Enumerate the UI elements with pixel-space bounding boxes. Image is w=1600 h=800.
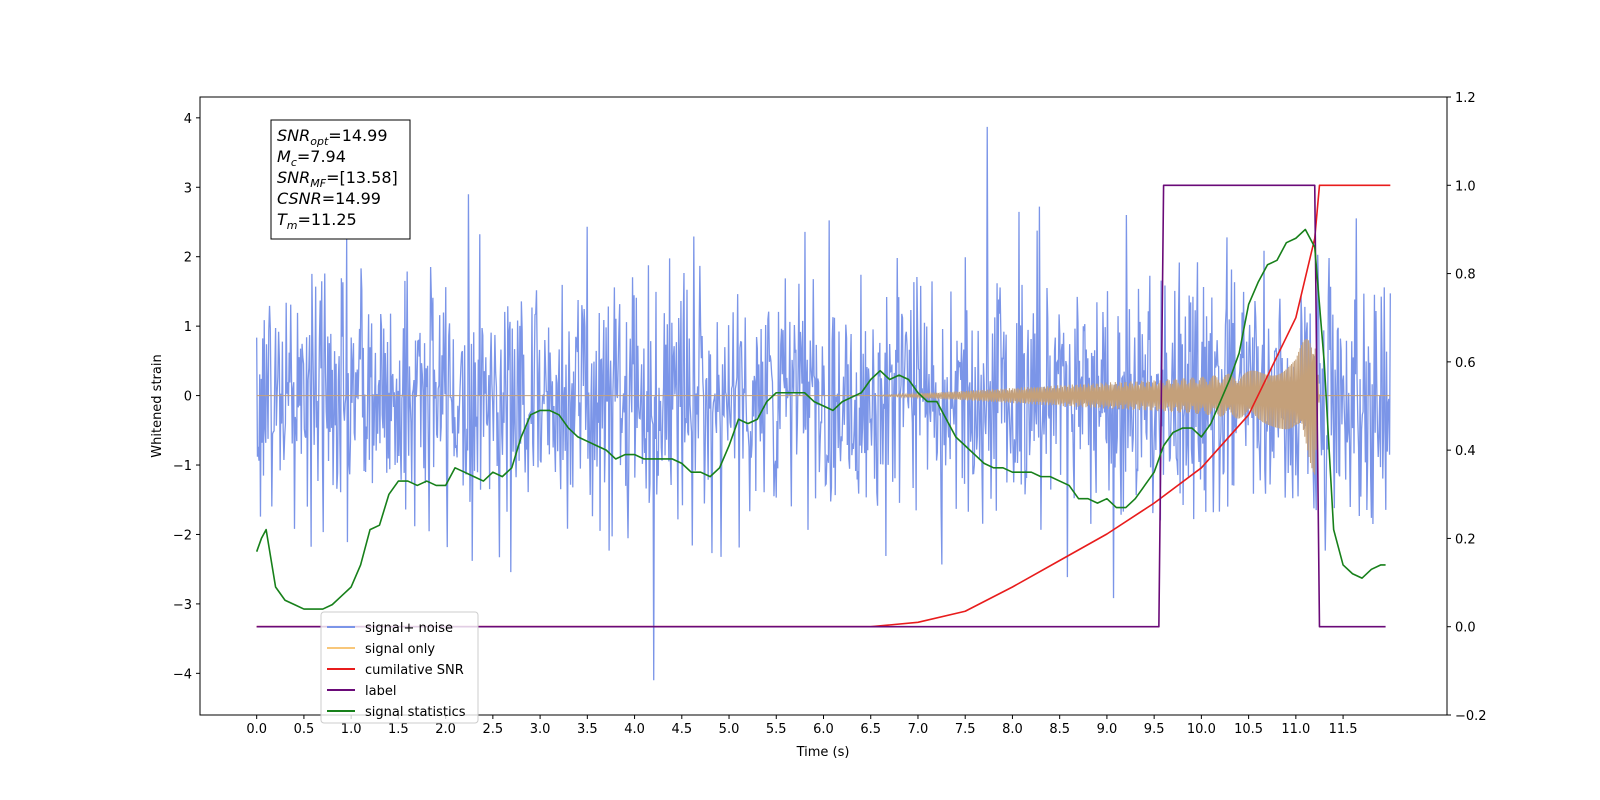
y2-tick-label: 1.2 xyxy=(1455,91,1476,106)
x-tick-label: 0.0 xyxy=(246,722,267,737)
x-tick-label: 2.5 xyxy=(483,722,504,737)
x-tick-label: 0.5 xyxy=(294,722,315,737)
y-tick-label: 0 xyxy=(184,390,192,405)
x-tick-label: 11.5 xyxy=(1329,722,1358,737)
y-tick-label: −2 xyxy=(173,528,192,543)
x-tick-label: 4.0 xyxy=(624,722,645,737)
y-tick-label: −4 xyxy=(173,667,192,682)
y-tick-label: 2 xyxy=(184,251,192,266)
x-tick-label: 7.5 xyxy=(955,722,976,737)
info-line: Mc=7.94 xyxy=(277,147,346,169)
x-tick-label: 1.5 xyxy=(388,722,409,737)
y-tick-label: −1 xyxy=(173,459,192,474)
x-axis-label: Time (s) xyxy=(796,745,850,760)
y2-tick-label: 1.0 xyxy=(1455,179,1476,194)
y-tick-label: 4 xyxy=(184,112,192,127)
y-axis-right: −0.2 0.0 0.2 0.4 0.6 0.8 1.0 1.2 xyxy=(1447,91,1487,724)
x-tick-label: 10.0 xyxy=(1187,722,1216,737)
x-tick-label: 4.5 xyxy=(671,722,692,737)
legend-item: signal only xyxy=(365,642,435,657)
x-tick-label: 3.5 xyxy=(577,722,598,737)
x-tick-label: 5.5 xyxy=(766,722,787,737)
y-tick-label: 1 xyxy=(184,320,192,335)
x-tick-label: 9.5 xyxy=(1144,722,1165,737)
info-line: SNRMF=[13.58] xyxy=(277,168,398,190)
series-layer xyxy=(255,126,1391,681)
x-tick-label: 2.0 xyxy=(435,722,456,737)
x-tick-label: 8.5 xyxy=(1049,722,1070,737)
x-tick-label: 6.0 xyxy=(813,722,834,737)
info-box: SNRopt=14.99Mc=7.94SNRMF=[13.58]CSNR=14.… xyxy=(270,119,411,240)
info-line: CSNR=14.99 xyxy=(277,189,381,208)
x-tick-label: 8.0 xyxy=(1002,722,1023,737)
x-tick-label: 5.0 xyxy=(719,722,740,737)
legend-item: signal statistics xyxy=(365,705,466,720)
series-cumilative-snr xyxy=(256,184,1391,628)
y2-tick-label: 0.4 xyxy=(1455,444,1476,459)
series-label xyxy=(256,184,1386,628)
series-signal-statistics xyxy=(255,228,1386,610)
x-tick-label: 1.0 xyxy=(341,722,362,737)
y2-tick-label: −0.2 xyxy=(1455,709,1487,724)
y-tick-label: −3 xyxy=(173,598,192,613)
y2-tick-label: 0.8 xyxy=(1455,268,1476,283)
legend: signal+ noise signal only cumilative SNR la… xyxy=(320,611,479,724)
info-line: SNRopt=14.99 xyxy=(277,126,388,148)
y2-tick-label: 0.2 xyxy=(1455,532,1476,547)
x-tick-label: 9.0 xyxy=(1097,722,1118,737)
y2-tick-label: 0.0 xyxy=(1455,621,1476,636)
series-signal-only xyxy=(256,339,1391,475)
x-tick-label: 10.5 xyxy=(1234,722,1263,737)
x-tick-label: 3.0 xyxy=(530,722,551,737)
y-tick-label: 3 xyxy=(184,181,192,196)
legend-item: signal+ noise xyxy=(365,621,453,636)
y-axis-left: −4 −3 −2 −1 0 1 2 3 4 xyxy=(173,112,200,682)
legend-item: cumilative SNR xyxy=(365,663,464,678)
legend-item: label xyxy=(365,684,396,699)
x-tick-label: 6.5 xyxy=(860,722,881,737)
y2-tick-label: 0.6 xyxy=(1455,356,1476,371)
info-line: Tm=11.25 xyxy=(277,210,357,232)
x-tick-label: 7.0 xyxy=(908,722,929,737)
y-axis-label: Whitened strain xyxy=(150,354,165,457)
x-axis: 0.0 0.5 1.0 1.5 2.0 2.5 3.0 3.5 4.0 4.5 5.0 5.5 6.0 6… xyxy=(246,715,1358,737)
x-tick-label: 11.0 xyxy=(1281,722,1310,737)
